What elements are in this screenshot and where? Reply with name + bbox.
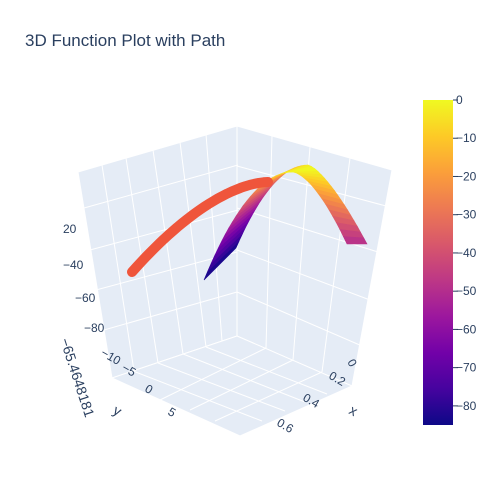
- gridline: [214, 371, 323, 422]
- y-tick-label: 5: [166, 404, 179, 420]
- y-axis-title: y: [111, 402, 125, 419]
- colorbar-tick-label: −70: [456, 361, 477, 375]
- colorbar-ticks: 0 −10 −20 −30 −40 −50 −60 −70 −80: [453, 93, 477, 413]
- colorbar-tick-label: −20: [456, 169, 477, 183]
- gridline: [159, 347, 267, 401]
- gridline: [189, 359, 294, 411]
- y-tick-label: −5: [120, 360, 139, 379]
- y-axis: −10 −5 0 5 y: [99, 345, 179, 420]
- gridlines: [83, 133, 387, 422]
- colorbar-tick-label: 0: [456, 93, 463, 107]
- gridline: [236, 249, 371, 301]
- surface-patch: [342, 236, 368, 245]
- x-axis-title: x: [347, 402, 361, 419]
- gridline: [89, 209, 239, 251]
- z-tick-label: −40: [63, 258, 84, 272]
- gridline: [179, 141, 207, 348]
- gridline: [83, 164, 239, 209]
- gridline: [205, 133, 223, 342]
- gridline: [103, 291, 238, 331]
- gridline: [265, 135, 273, 349]
- gridline: [292, 146, 311, 361]
- colorbar-bar: [423, 100, 453, 425]
- colorbar-tick-label: −60: [456, 322, 477, 336]
- colorbar-tick-label: −30: [456, 208, 477, 222]
- z-axis-title: −65.4648181: [57, 336, 98, 419]
- colorbar-tick-label: −80: [456, 399, 477, 413]
- surface: [203, 164, 368, 281]
- z-tick-label: −60: [75, 291, 96, 305]
- chart-title: 3D Function Plot with Path: [25, 31, 225, 50]
- colorbar-tick-label: −10: [456, 131, 477, 145]
- gridline: [182, 353, 306, 403]
- gridline: [321, 157, 351, 373]
- colorbar-tick-label: −40: [456, 246, 477, 260]
- gridline: [101, 164, 135, 372]
- gridline: [205, 346, 328, 395]
- z-tick-label: −80: [84, 321, 105, 335]
- scene: [77, 125, 393, 437]
- gridline: [157, 362, 286, 412]
- colorbar: 0 −10 −20 −30 −40 −50 −60 −70 −80: [423, 93, 477, 425]
- path-line: [127, 177, 273, 277]
- colorbar-tick-label: −50: [456, 284, 477, 298]
- gridline: [236, 207, 379, 253]
- path-trace: [127, 177, 273, 277]
- gridline: [132, 370, 263, 422]
- z-tick-label: 20: [63, 222, 77, 236]
- gridline: [236, 165, 387, 207]
- gridline: [152, 149, 184, 355]
- gridline: [236, 291, 363, 347]
